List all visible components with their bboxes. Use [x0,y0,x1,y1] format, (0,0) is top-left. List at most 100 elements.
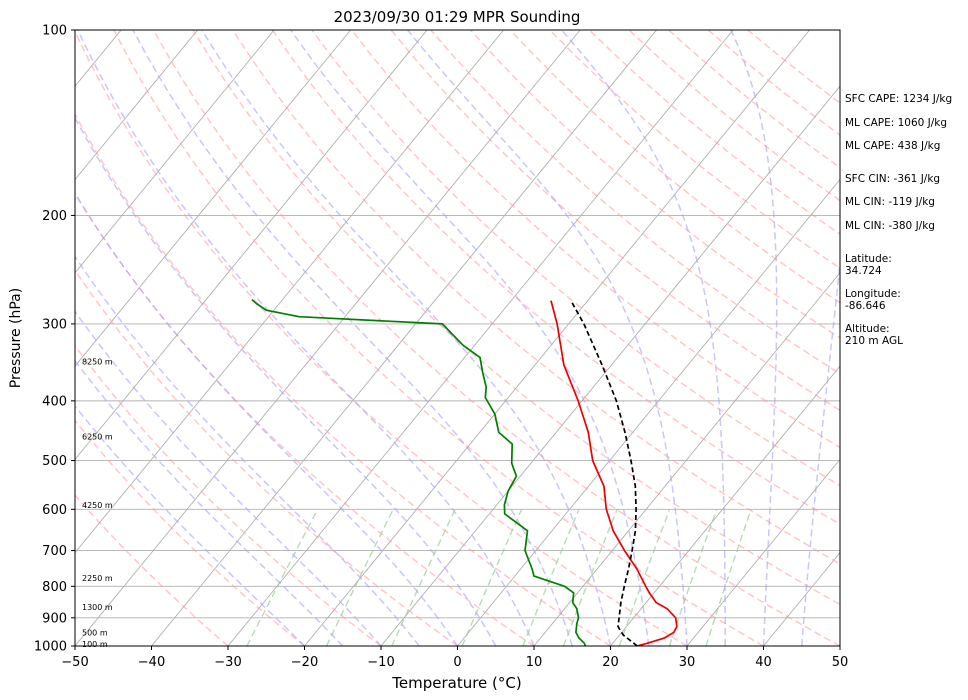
isotherm-line [75,30,275,274]
temperature-line [550,300,678,646]
y-tick-label: 700 [42,544,67,559]
moist-adiabat-line [561,30,727,646]
sfc-cape-text: SFC CAPE: 1234 J/kg [845,93,952,105]
ml-cape-2-text: ML CAPE: 438 J/kg [845,140,940,152]
isotherm-line [457,178,840,646]
moist-adiabat-line [132,30,574,646]
mixing-ratio-line [461,509,523,646]
isotherm-line [75,30,428,461]
x-tick-label: 40 [755,655,772,670]
height-label: 1300 m [82,603,113,612]
x-tick-label: 30 [679,655,696,670]
isotherm-line [75,30,351,367]
y-tick-label: 300 [42,317,67,332]
mixing-ratio-line [705,509,752,646]
height-label: 8250 m [82,357,113,366]
altitude-value: 210 m AGL [845,335,903,347]
moist-adiabat-line [75,116,497,646]
isotherm-line [75,30,504,554]
isotherm-line [533,272,840,646]
mixing-ratio-line [668,509,718,646]
isotherm-line [610,365,840,646]
dry-adiabat-line [75,419,305,646]
sfc-cin-text: SFC CIN: -361 J/kg [845,173,940,185]
moist-adiabat-line [75,359,344,646]
x-tick-label: 10 [526,655,543,670]
x-tick-label: 0 [453,655,461,670]
x-tick-label: −20 [291,655,318,670]
height-label: 6250 m [82,433,113,442]
mixing-ratio-line [618,509,671,646]
isotherm-line [304,30,810,646]
moist-adiabat-line [75,310,382,646]
x-tick-label: −30 [214,655,241,670]
y-tick-label: 1000 [34,640,67,655]
x-tick-label: −10 [367,655,394,670]
dry-adiabat-line [75,494,229,646]
y-tick-label: 100 [42,24,67,39]
dry-adiabat-line [469,30,840,339]
ml-cin-2-text: ML CIN: -380 J/kg [845,220,935,232]
moist-adiabat-line [75,191,459,646]
y-tick-label: 200 [42,209,67,224]
height-label: 2250 m [82,574,113,583]
isotherm-line [75,30,198,181]
dry-adiabat-line [232,30,840,565]
moist-adiabat-line [407,30,688,646]
dry-adiabat-line [509,30,840,304]
x-axis-label: Temperature (°C) [391,674,521,692]
height-labels: 100 m 500 m 1300 m 2250 m 4250 m 6250 m 8250 m [82,357,113,649]
height-label: 500 m [82,628,108,637]
x-tick-label: 20 [602,655,619,670]
dry-adiabat-line [351,30,840,449]
longitude-value: -86.646 [845,300,886,312]
dry-adiabat-line [430,30,840,375]
y-axis-label: Pressure (hPa) [8,288,24,388]
dry-adiabat-line [192,30,840,606]
isotherm-line [227,30,734,646]
isotherm-line [151,30,657,646]
moist-adiabat-line [290,30,650,646]
moist-adiabat-line [730,30,778,646]
moist-adiabat-line [75,255,420,646]
isotherm-line [380,85,840,646]
moist-adiabat-line [77,30,535,646]
dry-adiabat-line [152,30,840,646]
mixing-ratio-line [391,509,456,646]
dry-adiabat-line [75,30,688,646]
altitude-label: Altitude: [845,323,890,335]
latitude-value: 34.724 [845,265,882,277]
longitude-label: Longitude: [845,288,901,300]
dry-adiabat-line [75,344,382,646]
y-tick-label: 400 [42,394,67,409]
parcel-path-line [570,300,638,646]
moist-adiabat-line [801,255,840,646]
y-tick-label: 600 [42,503,67,518]
x-tick-label: −40 [138,655,165,670]
side-panel: SFC CAPE: 1234 J/kg ML CAPE: 1060 J/kg M… [845,93,952,347]
mixing-ratio-line [246,508,319,646]
height-label: 100 m [82,640,108,649]
dry-adiabat-line [75,268,458,646]
moist-adiabat-line [201,30,612,646]
ml-cin-text: ML CIN: -119 J/kg [845,196,935,208]
dry-adiabat-line [271,30,840,526]
isotherm-line [686,458,840,646]
mixing-ratio-line [562,509,618,646]
height-label: 4250 m [82,501,113,510]
dry-adiabat-line [390,30,840,412]
y-tick-label: 500 [42,454,67,469]
x-tick-label: 50 [832,655,849,670]
moist-adiabat-line [75,404,306,646]
dry-adiabat-line [75,112,611,646]
ml-cape-text: ML CAPE: 1060 J/kg [845,117,947,129]
x-tick-label: −50 [61,655,88,670]
dewpoint-line [251,299,587,646]
y-tick-label: 900 [42,611,67,626]
chart-title: 2023/09/30 01:29 MPR Sounding [334,8,581,26]
sounding-series [251,299,678,646]
dry-adiabat-line [113,30,764,646]
reference-lines [75,30,840,646]
